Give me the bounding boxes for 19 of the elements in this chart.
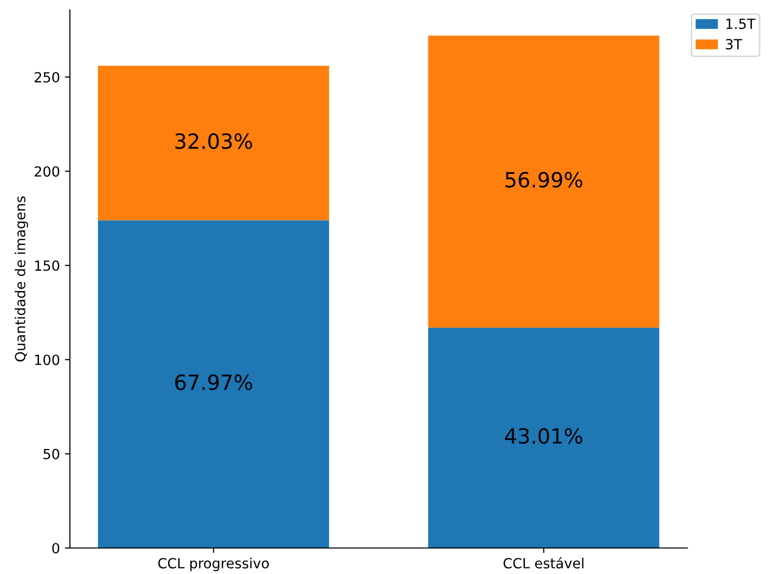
y-tick-label: 200 bbox=[34, 166, 60, 177]
annotation: 32.03% bbox=[175, 133, 252, 150]
y-axis-title: Quantidade de imagens bbox=[14, 196, 28, 362]
x-tick-label: CCL progressivo bbox=[158, 558, 269, 572]
bar bbox=[428, 328, 660, 548]
bar bbox=[428, 36, 660, 328]
legend-label: 1.5T bbox=[726, 18, 756, 30]
bar bbox=[98, 220, 330, 548]
y-tick-label: 0 bbox=[52, 542, 60, 554]
annotation: 56.99% bbox=[506, 172, 582, 188]
y-tick-label: 150 bbox=[35, 260, 60, 271]
y-tick-label: 100 bbox=[35, 354, 60, 366]
y-tick-label: 50 bbox=[44, 448, 60, 460]
annotation: 67.97% bbox=[175, 374, 252, 390]
y-tick-label: 250 bbox=[34, 72, 60, 83]
legend-label: 3T bbox=[726, 38, 742, 50]
bar bbox=[98, 66, 330, 220]
x-tick-label: CCL estável bbox=[504, 557, 584, 568]
annotation: 43.01% bbox=[505, 428, 582, 444]
